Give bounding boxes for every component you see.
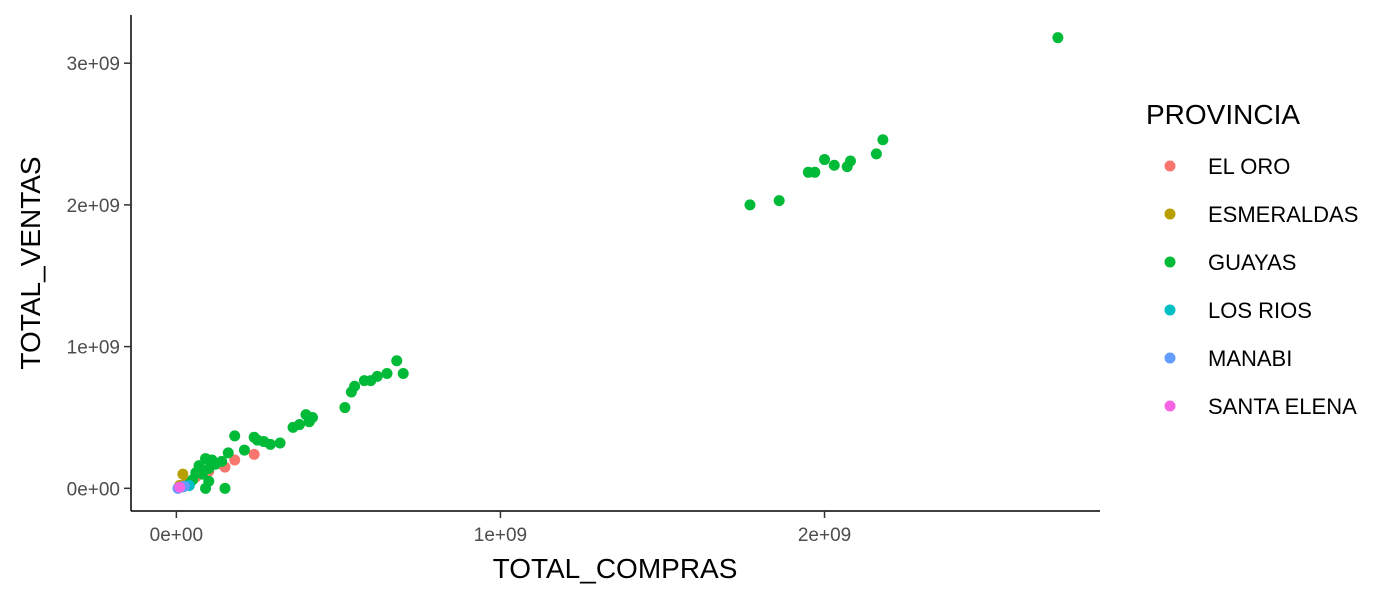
y-tick-label: 1e+09 [67, 338, 120, 359]
legend-label: SANTA ELENA [1208, 394, 1357, 419]
data-point [819, 154, 831, 166]
legend-label: GUAYAS [1208, 250, 1296, 275]
data-point [1052, 32, 1064, 44]
data-point [397, 368, 409, 380]
points-layer [172, 32, 1064, 494]
data-point [391, 355, 403, 367]
legend: PROVINCIA EL ORO ESMERALDAS GUAYAS LOS RIOS… [1146, 99, 1358, 419]
data-point [381, 368, 393, 380]
data-point [358, 375, 370, 387]
data-point [744, 199, 756, 211]
data-point [177, 468, 189, 480]
data-point [802, 166, 814, 178]
x-tick-label: 2e+09 [798, 525, 851, 546]
data-point [203, 475, 215, 487]
data-point [828, 159, 840, 171]
data-point [870, 148, 882, 160]
data-point [219, 482, 231, 494]
x-axis-title: TOTAL_COMPRAS [493, 553, 738, 584]
legend-title: PROVINCIA [1146, 99, 1300, 130]
y-tick-label: 0e+00 [67, 479, 120, 500]
legend-label: MANABI [1208, 346, 1292, 371]
legend-key [1164, 352, 1176, 364]
legend-key [1164, 400, 1176, 412]
x-tick-label: 1e+09 [474, 525, 527, 546]
y-tick-label: 2e+09 [67, 196, 120, 217]
legend-key [1164, 160, 1176, 172]
data-point [287, 421, 299, 433]
data-point [345, 386, 357, 398]
y-tick-label: 3e+09 [67, 54, 120, 75]
data-point [238, 444, 250, 456]
legend-key [1164, 208, 1176, 220]
legend-label: LOS RIOS [1208, 298, 1312, 323]
legend-key [1164, 304, 1176, 316]
data-point [222, 447, 234, 459]
data-point [339, 402, 351, 414]
data-point [206, 454, 218, 466]
data-point [877, 134, 889, 146]
legend-key [1164, 256, 1176, 268]
data-point [841, 161, 853, 173]
legend-label: ESMERALDAS [1208, 202, 1358, 227]
data-point [229, 430, 241, 442]
y-ticks: 0e+00 1e+09 2e+09 3e+09 [67, 54, 131, 500]
x-tick-label: 0e+00 [150, 525, 203, 546]
data-point [248, 431, 260, 443]
x-ticks: 0e+00 1e+09 2e+09 [150, 511, 851, 546]
data-point [248, 448, 260, 460]
data-point [229, 454, 241, 466]
legend-items: EL ORO ESMERALDAS GUAYAS LOS RIOS MANABI SANT… [1164, 154, 1358, 419]
data-point [773, 195, 785, 207]
data-point [300, 409, 312, 421]
y-axis-title: TOTAL_VENTAS [15, 156, 46, 369]
data-point [174, 481, 186, 493]
legend-label: EL ORO [1208, 154, 1290, 179]
data-point [274, 437, 286, 449]
